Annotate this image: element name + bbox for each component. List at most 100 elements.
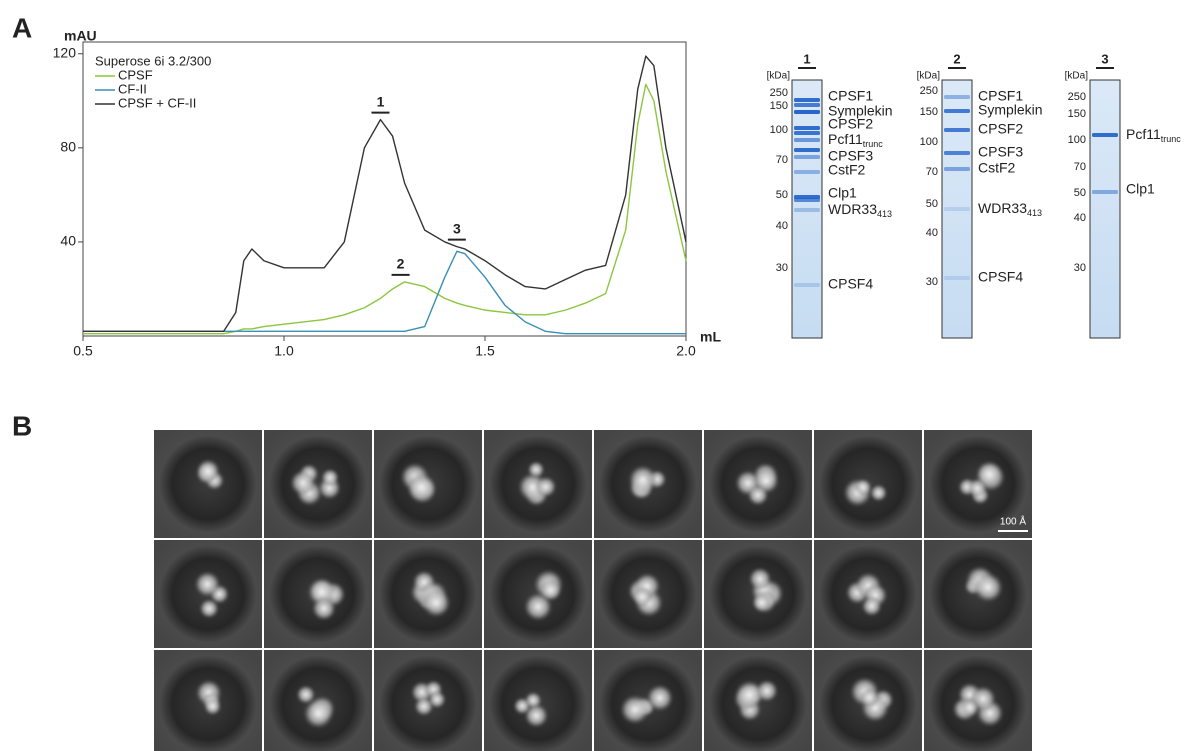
band-label: CPSF4 (978, 269, 1023, 285)
kda-unit: [kDa] (917, 71, 941, 82)
marker-label: 30 (926, 276, 938, 288)
panel-label: B (12, 410, 32, 441)
class-average (814, 540, 922, 648)
panel-label: A (12, 12, 32, 43)
particle-domain (321, 469, 339, 487)
band-label-sub: 413 (1027, 208, 1042, 218)
class-average (484, 540, 592, 648)
particle-domain (535, 476, 556, 497)
band-label: Clp1 (1126, 181, 1155, 197)
marker-label: 50 (926, 198, 938, 210)
x-tick-label: 1.5 (475, 343, 495, 359)
marker-label: 40 (1074, 212, 1086, 224)
particle-domain (196, 459, 220, 483)
band-label-main: WDR33 (828, 201, 877, 217)
marker-label: 50 (776, 189, 788, 201)
particle-domain (514, 697, 531, 714)
particle-domain (974, 573, 1003, 602)
peak-label: 3 (453, 220, 461, 236)
band-label-main: Pcf11 (828, 131, 863, 147)
particle-domain (629, 465, 658, 494)
band-label: WDR33413 (978, 200, 1042, 219)
trace (83, 251, 686, 333)
band-label-sub: 413 (877, 209, 892, 219)
particle-domain (646, 684, 673, 711)
marker-label: 70 (926, 166, 938, 178)
particle-domain (312, 596, 336, 620)
class-average (704, 430, 812, 538)
particle-domain (290, 470, 316, 496)
particle-domain (961, 698, 980, 717)
particle-domain (749, 567, 772, 590)
gel-band (794, 110, 820, 114)
y-tick-label: 40 (60, 233, 76, 249)
y-axis-label: mAU (64, 28, 97, 44)
band-label-sub: trunc (1161, 134, 1182, 144)
band-label: WDR33413 (828, 201, 892, 220)
particle-domain (422, 589, 451, 618)
class-average (924, 540, 1032, 648)
marker-label: 70 (776, 154, 788, 166)
particle-domain (870, 484, 887, 501)
class-average (264, 540, 372, 648)
band-label: CPSF3 (978, 144, 1023, 160)
lane-number: 2 (953, 51, 960, 66)
class-average (154, 650, 262, 751)
particle-domain (752, 593, 770, 611)
marker-label: 100 (770, 124, 788, 136)
gel-band (1092, 190, 1118, 194)
particle-domain (968, 478, 987, 497)
y-tick-label: 120 (53, 44, 77, 60)
marker-label: 250 (770, 87, 788, 99)
plot-frame (83, 42, 686, 336)
gel-band (944, 95, 970, 99)
x-tick-label: 0.5 (73, 343, 93, 359)
class-average (814, 430, 922, 538)
particle-domain (199, 599, 218, 618)
class-average (924, 650, 1032, 751)
class-average (594, 650, 702, 751)
gel-lane (1090, 80, 1120, 338)
particle-domain (204, 698, 221, 715)
class-average (594, 540, 702, 648)
class-average (484, 430, 592, 538)
band-label: CstF2 (828, 162, 866, 178)
marker-label: 250 (1068, 91, 1086, 103)
peak-label: 2 (397, 256, 405, 272)
gel-band (1092, 133, 1118, 137)
class-average (704, 650, 812, 751)
gel-band (794, 131, 820, 135)
band-label: Symplekin (978, 102, 1043, 118)
class-average (374, 540, 482, 648)
marker-label: 250 (920, 85, 938, 97)
gel-band (794, 148, 820, 152)
peak-label: 1 (377, 93, 385, 109)
legend-title: Superose 6i 3.2/300 (95, 53, 211, 68)
particle-domain (747, 485, 768, 506)
x-tick-label: 1.0 (274, 343, 294, 359)
band-label: Pcf11trunc (828, 131, 883, 150)
particle-domain (428, 691, 446, 709)
gel-band (944, 128, 970, 132)
gel-band (944, 151, 970, 155)
gel-band (794, 103, 820, 107)
particle-domain (860, 688, 879, 707)
gel-band (794, 198, 820, 202)
gel-band (794, 155, 820, 159)
marker-label: 40 (776, 220, 788, 232)
lane-number: 1 (803, 51, 810, 66)
kda-unit: [kDa] (767, 71, 791, 82)
gel-band (794, 98, 820, 102)
band-label: CPSF2 (828, 116, 873, 132)
gel-band (794, 208, 820, 212)
marker-label: 30 (1074, 262, 1086, 274)
particle-domain (303, 699, 333, 729)
legend-label: CPSF + CF-II (118, 95, 196, 110)
band-label-main: WDR33 (978, 200, 1027, 216)
class-average (374, 430, 482, 538)
marker-label: 150 (920, 106, 938, 118)
particle-domain (862, 596, 882, 616)
particle-domain (620, 695, 649, 724)
legend-label: CF-II (118, 81, 147, 96)
marker-label: 150 (770, 100, 788, 112)
